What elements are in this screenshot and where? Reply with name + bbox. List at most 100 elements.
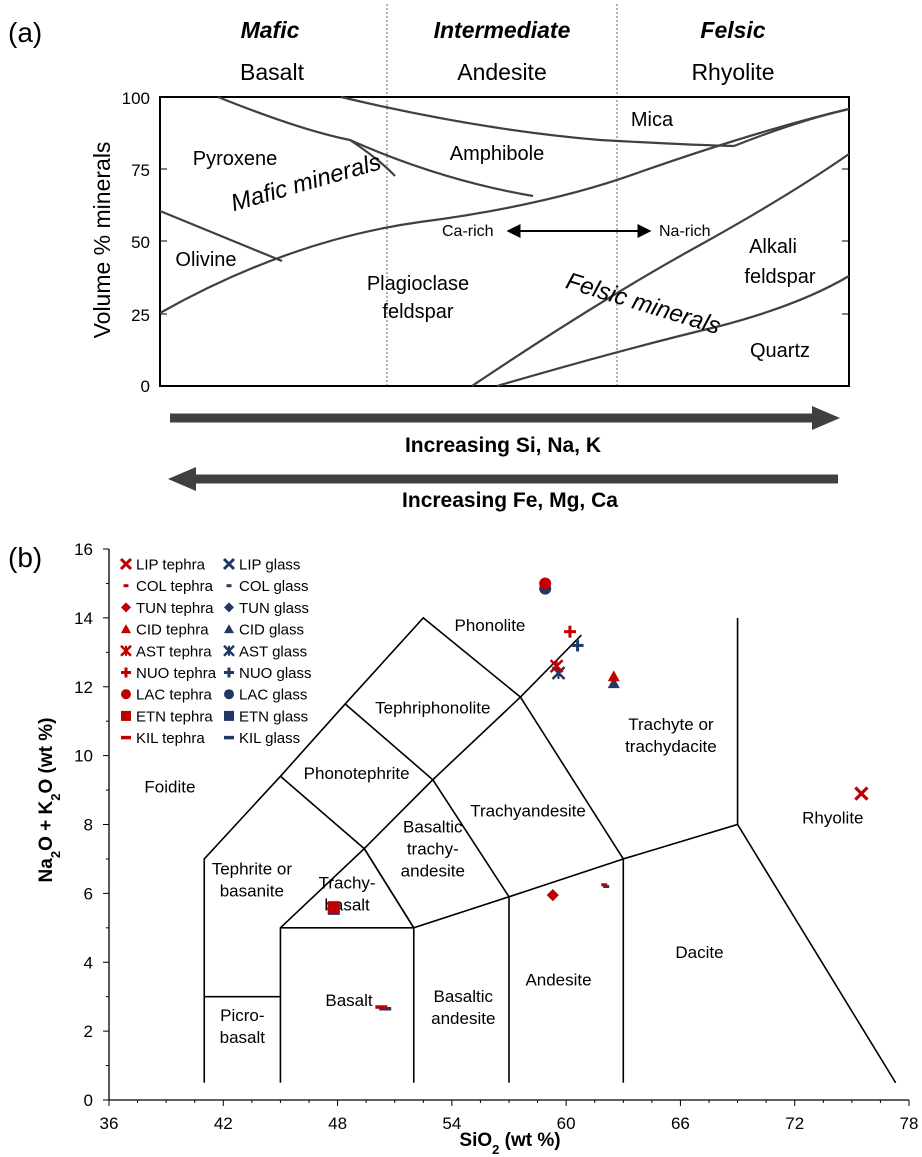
boundary-amphibole-bottom (349, 138, 534, 198)
tas-boundary (279, 703, 434, 850)
arrow-increasing-fe-label: Increasing Fe, Mg, Ca (402, 489, 618, 512)
data-point-tun-tephra (546, 889, 559, 902)
arrow-increasing-si-label: Increasing Si, Na, K (405, 434, 601, 457)
field-label: Basaltic (434, 987, 494, 1006)
legend-label: CID tephra (136, 622, 209, 639)
amphibole-label: Amphibole (450, 143, 545, 165)
y-tick-label: 4 (84, 953, 93, 972)
olivine-label: Olivine (175, 249, 236, 271)
y-tick-label: 0 (84, 1091, 93, 1110)
legend-item-kil-glass: KIL glass (224, 730, 300, 747)
legend-label: AST glass (239, 643, 307, 660)
panel-a-ytick-50: 50 (131, 233, 150, 252)
y-tick-label: 2 (84, 1022, 93, 1041)
legend-marker (224, 710, 234, 721)
panel-a: (a) Mafic Basalt Intermediate Andesite F… (8, 4, 850, 512)
legend-item-col-tephra: COL tephra (123, 578, 214, 595)
field-label: andesite (431, 1009, 495, 1028)
felsic-header: Felsic (700, 17, 765, 43)
x-tick-label: 48 (328, 1114, 347, 1133)
legend-marker (119, 557, 133, 571)
data-point-ast-tephra (549, 659, 564, 673)
legend-label: TUN tephra (136, 600, 214, 617)
legend-item-tun-glass: TUN glass (224, 600, 309, 617)
boundary-olivine-top (159, 209, 283, 263)
legend-label: LAC glass (239, 687, 307, 704)
x-tick-label: 72 (785, 1114, 804, 1133)
panel-a-ylabel: Volume % minerals (89, 142, 115, 339)
legend-item-etn-tephra: ETN tephra (121, 708, 213, 725)
legend-marker (121, 710, 131, 721)
field-label: Phonotephrite (304, 764, 410, 783)
x-tick-label: 60 (557, 1114, 576, 1133)
legend-label: LIP tephra (136, 557, 206, 574)
legend-label: LAC tephra (136, 687, 213, 704)
legend-item-cid-tephra: CID tephra (121, 622, 209, 639)
legend-item-lac-tephra: LAC tephra (121, 687, 213, 704)
field-label: Rhyolite (802, 809, 863, 828)
legend-label: CID glass (239, 622, 304, 639)
point-marker (607, 670, 620, 682)
panel-b-label: (b) (8, 542, 42, 573)
alkali-label-line2: feldspar (744, 266, 815, 288)
data-point-lip-tephra (854, 786, 869, 801)
x-tick-label: 54 (442, 1114, 461, 1133)
x-tick-label: 36 (100, 1114, 119, 1133)
data-point-lac-tephra (539, 577, 552, 590)
mica-label: Mica (631, 109, 674, 131)
legend-marker (222, 557, 236, 571)
mineral-boundaries (159, 95, 850, 388)
point-marker (854, 786, 869, 801)
legend-label: ETN tephra (136, 708, 213, 725)
y-tick-label: 10 (74, 747, 93, 766)
boundary-mica-top (340, 95, 735, 148)
field-label: Foidite (144, 778, 195, 797)
na-rich-label: Na-rich (659, 223, 711, 240)
field-label: Tephriphonolite (375, 698, 490, 717)
data-point-etn-tephra (327, 901, 340, 914)
legend-item-cid-glass: CID glass (224, 622, 304, 639)
field-label: trachydacite (625, 737, 717, 756)
field-label: Picro- (220, 1006, 264, 1025)
legend-label: ETN glass (239, 708, 308, 725)
panel-b-axes: 0 2 4 6 8 10 12 14 16 36 42 48 54 60 66 72 78 (74, 540, 918, 1133)
x-tick-label: 78 (900, 1114, 919, 1133)
legend-marker (121, 624, 131, 634)
alkali-label-line1: Alkali (749, 236, 797, 258)
boundary-quartz-top (496, 275, 850, 388)
data-point-nuo-tephra (563, 625, 576, 638)
panel-a-ytick-100: 100 (122, 89, 150, 108)
field-label: Tephrite or (212, 860, 293, 879)
legend-marker (224, 689, 234, 700)
panel-b: (b) SiO2 (wt %) Na2O + K2O (wt %) 0 2 4 6 8 1… (8, 540, 918, 1157)
field-label: Basaltic (403, 818, 463, 837)
basalt-header: Basalt (240, 59, 305, 85)
legend-item-etn-glass: ETN glass (224, 708, 308, 725)
panel-a-ytick-25: 25 (131, 306, 150, 325)
legend-label: NUO glass (239, 665, 312, 682)
legend-item-col-glass: COL glass (226, 578, 308, 595)
legend-item-nuo-glass: NUO glass (224, 665, 312, 682)
y-tick-label: 8 (84, 816, 93, 835)
legend-label: LIP glass (239, 557, 300, 574)
panel-a-label: (a) (8, 17, 42, 48)
sample-points (327, 577, 869, 1011)
panel-a-ytick-0: 0 (141, 377, 150, 396)
y-tick-label: 12 (74, 678, 93, 697)
boundary-mica-bottom (733, 107, 850, 148)
data-point-nuo-glass (571, 639, 584, 652)
field-label: Trachyandesite (470, 802, 586, 821)
legend-item-lip-tephra: LIP tephra (119, 557, 206, 574)
legend-item-ast-glass: AST glass (223, 643, 307, 660)
intermediate-header: Intermediate (434, 17, 571, 43)
field-label: andesite (401, 862, 465, 881)
field-label: Andesite (525, 970, 591, 989)
tas-boundary (363, 848, 415, 929)
panel-b-xlabel: SiO2 (wt %) (459, 1130, 560, 1157)
arrow-increasing-si-head (812, 406, 840, 430)
boundary-mafic-felsic (159, 107, 850, 314)
andesite-header: Andesite (457, 59, 547, 85)
legend-label: AST tephra (136, 643, 212, 660)
pyroxene-label: Pyroxene (193, 148, 278, 170)
legend-label: COL glass (239, 578, 308, 595)
